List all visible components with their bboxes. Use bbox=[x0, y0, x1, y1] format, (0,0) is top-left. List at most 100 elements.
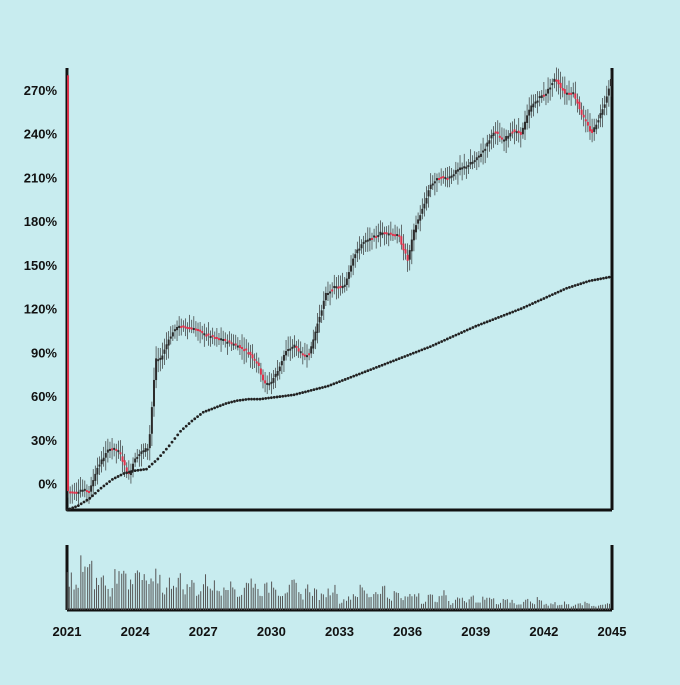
moving-average-point bbox=[281, 394, 285, 398]
candle-body bbox=[318, 316, 321, 323]
candle-body bbox=[528, 109, 531, 116]
moving-average-point bbox=[553, 291, 557, 295]
candle-body bbox=[542, 94, 545, 97]
y-tick-label: 120% bbox=[24, 302, 58, 317]
candle-body bbox=[203, 333, 206, 336]
moving-average-point bbox=[201, 410, 205, 414]
candle-body bbox=[379, 231, 382, 236]
candle-body bbox=[285, 351, 288, 356]
candle-body bbox=[324, 292, 327, 301]
moving-average-point bbox=[241, 398, 245, 402]
moving-average-point bbox=[176, 433, 180, 437]
moving-average-point bbox=[519, 307, 523, 311]
moving-average-point bbox=[295, 392, 299, 396]
candle-body bbox=[463, 166, 466, 169]
candle-body bbox=[498, 135, 501, 138]
candle-body bbox=[442, 176, 445, 179]
candle-body bbox=[526, 115, 529, 123]
candle-body bbox=[415, 225, 418, 233]
moving-average-point bbox=[451, 335, 455, 338]
candle-body bbox=[73, 491, 76, 494]
candle-body bbox=[467, 165, 470, 168]
moving-average-point bbox=[267, 396, 270, 400]
moving-average-point bbox=[224, 402, 228, 405]
candle-body bbox=[163, 349, 166, 354]
candle-body bbox=[605, 96, 608, 103]
moving-average-point bbox=[159, 454, 163, 458]
moving-average-point bbox=[426, 346, 429, 350]
candle-body bbox=[259, 368, 262, 375]
candle-body bbox=[440, 176, 443, 179]
moving-average-point bbox=[122, 472, 126, 475]
candle-body bbox=[280, 361, 283, 366]
moving-average-point bbox=[448, 336, 452, 340]
candle-body bbox=[255, 361, 258, 364]
candle-body bbox=[570, 92, 573, 95]
candle-body bbox=[482, 150, 485, 153]
moving-average-point bbox=[411, 351, 415, 355]
candle-body bbox=[270, 381, 273, 384]
candle-body bbox=[303, 354, 306, 357]
candle-body bbox=[517, 130, 520, 134]
moving-average-point bbox=[491, 318, 495, 322]
moving-average-point bbox=[460, 331, 463, 334]
candle-body bbox=[71, 491, 74, 494]
candle-body bbox=[159, 357, 162, 360]
candle-body bbox=[609, 78, 612, 87]
candle-body bbox=[465, 166, 468, 169]
candle-body bbox=[578, 101, 581, 110]
candle-body bbox=[140, 451, 143, 455]
moving-average-point bbox=[409, 352, 412, 356]
moving-average-point bbox=[488, 319, 492, 323]
candle-body bbox=[88, 491, 91, 494]
candle-body bbox=[209, 336, 212, 339]
candle-body bbox=[419, 215, 422, 221]
candle-body bbox=[433, 181, 436, 184]
candle-body bbox=[211, 334, 214, 337]
candle-body bbox=[568, 92, 571, 95]
candle-body bbox=[261, 374, 264, 381]
moving-average-point bbox=[332, 382, 336, 386]
candle-body bbox=[561, 87, 564, 91]
moving-average-point bbox=[119, 473, 123, 477]
moving-average-point bbox=[318, 386, 322, 390]
moving-average-point bbox=[414, 350, 418, 354]
candle-body bbox=[400, 236, 403, 245]
candle-body bbox=[155, 358, 158, 381]
moving-average-point bbox=[76, 504, 80, 508]
candle-body bbox=[536, 100, 539, 103]
candle-body bbox=[586, 121, 589, 126]
moving-average-point bbox=[190, 419, 194, 423]
moving-average-point bbox=[85, 498, 89, 502]
candle-body bbox=[115, 448, 118, 451]
moving-average-point bbox=[403, 355, 407, 358]
price-axes bbox=[65, 68, 614, 512]
candle-body bbox=[98, 464, 101, 467]
candle-body bbox=[308, 353, 311, 356]
moving-average-point bbox=[556, 290, 560, 294]
candle-body bbox=[373, 235, 376, 238]
moving-average-point bbox=[400, 356, 404, 359]
candle-body bbox=[194, 328, 197, 331]
candle-body bbox=[201, 330, 204, 334]
candle-body bbox=[77, 491, 80, 494]
candle-body bbox=[337, 286, 340, 289]
candle-body bbox=[184, 326, 187, 329]
candle-body bbox=[257, 362, 260, 366]
moving-average-point bbox=[465, 328, 469, 332]
moving-average-point bbox=[593, 278, 597, 282]
candle-body bbox=[565, 92, 568, 95]
candle-body bbox=[320, 310, 323, 316]
candle-body bbox=[207, 333, 210, 336]
candle-body bbox=[228, 340, 231, 343]
candle-body bbox=[322, 300, 325, 309]
candle-body bbox=[157, 359, 160, 362]
candle-body bbox=[186, 327, 189, 330]
moving-average-point bbox=[167, 444, 171, 448]
moving-average-point bbox=[210, 407, 214, 411]
moving-average-point bbox=[522, 306, 526, 309]
moving-average-point bbox=[573, 284, 577, 287]
moving-average-point bbox=[284, 394, 287, 398]
candle-body bbox=[572, 92, 575, 95]
